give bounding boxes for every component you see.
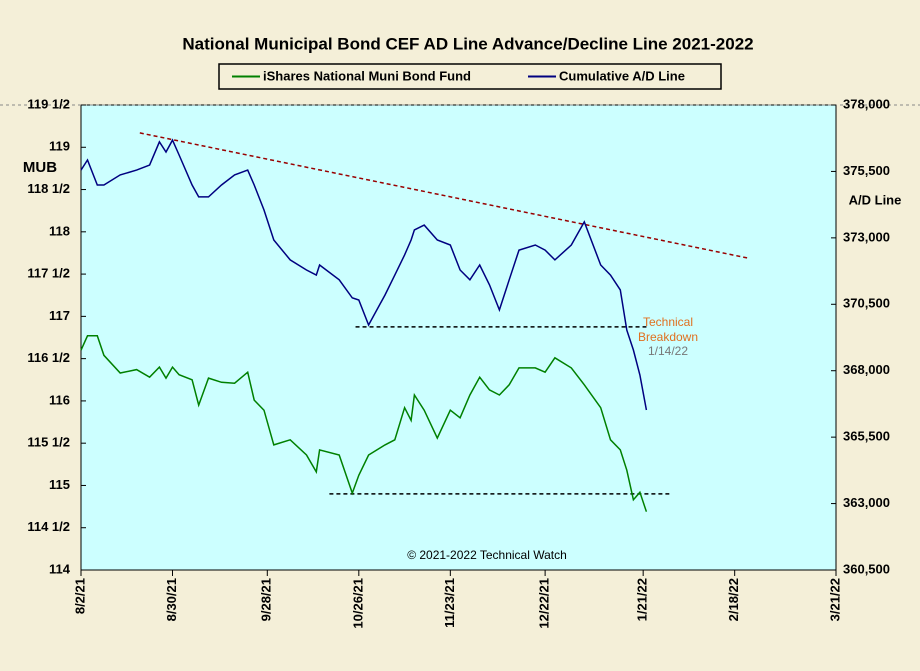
credit: © 2021-2022 Technical Watch: [407, 548, 567, 562]
y2-tick-label: 370,500: [843, 296, 890, 311]
y2-tick-label: 378,000: [843, 96, 890, 111]
x-tick-label: 3/21/22: [827, 578, 842, 621]
y2-tick-label: 360,500: [843, 561, 890, 576]
x-tick-label: 10/26/21: [350, 578, 365, 629]
y2-tick-label: 368,000: [843, 362, 890, 377]
plot-area: [80, 104, 837, 571]
annotation: Technical: [643, 315, 693, 329]
y-tick-label: 119 1/2: [27, 96, 70, 111]
y2-tick-label: 373,000: [843, 229, 890, 244]
x-tick-label: 9/28/21: [259, 578, 274, 621]
y-tick-label: 116 1/2: [27, 350, 70, 365]
x-tick-label: 11/23/21: [442, 578, 457, 628]
y-tick-label: 114: [49, 561, 71, 576]
y-tick-label: 114 1/2: [27, 519, 70, 534]
y-tick-label: 118: [49, 223, 70, 238]
y-tick-label: 115 1/2: [27, 435, 70, 450]
annotation: 1/14/22: [648, 344, 688, 358]
x-tick-label: 8/30/21: [164, 578, 179, 621]
y-tick-label: 116: [49, 392, 70, 407]
y-axis-label: MUB: [23, 159, 57, 176]
legend-label: iShares National Muni Bond Fund: [263, 68, 471, 83]
legend-label: Cumulative A/D Line: [559, 68, 685, 83]
reference-line: [139, 132, 748, 259]
series-line: [80, 138, 648, 411]
x-tick-label: 2/18/22: [726, 578, 741, 621]
chart-title: National Municipal Bond CEF AD Line Adva…: [182, 34, 753, 53]
x-tick-label: 8/2/21: [72, 578, 87, 614]
y2-tick-label: 363,000: [843, 495, 890, 510]
series-line: [80, 335, 648, 512]
y2-tick-label: 375,500: [843, 163, 890, 178]
y2-axis-label: A/D Line: [849, 192, 902, 207]
y2-tick-label: 365,500: [843, 429, 890, 444]
x-tick-label: 1/21/22: [635, 578, 650, 621]
annotation: Breakdown: [638, 330, 698, 344]
y-tick-label: 119: [49, 139, 70, 154]
x-tick-label: 12/22/21: [537, 578, 552, 629]
y-tick-label: 118 1/2: [27, 181, 70, 196]
legend: [218, 63, 722, 90]
y-tick-label: 117 1/2: [27, 266, 70, 281]
y-tick-label: 117: [49, 308, 70, 323]
y-tick-label: 115: [49, 477, 70, 492]
